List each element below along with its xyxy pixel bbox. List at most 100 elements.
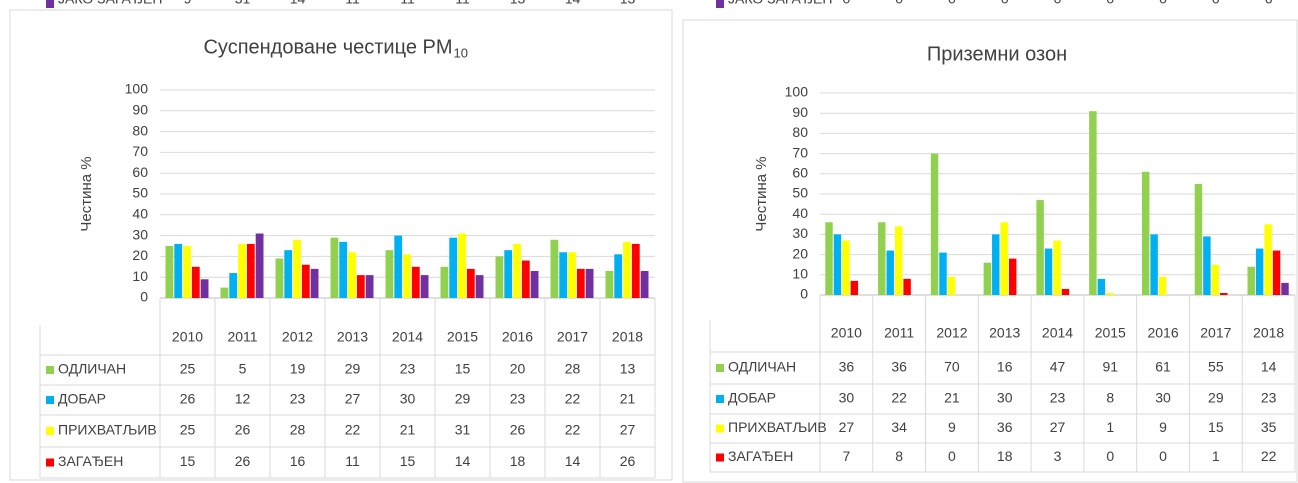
bar [550,239,559,298]
x-tick-label: 2015 [1095,325,1126,341]
bar [886,250,894,295]
y-tick-label: 50 [792,185,808,201]
bar [1061,288,1070,295]
table-value: 23 [510,391,526,407]
table-value: 91 [1102,359,1118,375]
table-value: 0 [948,0,956,7]
table-value: 22 [565,422,581,438]
bar [1036,200,1044,295]
bar [385,250,394,298]
chart-title-subscript: 10 [454,45,468,60]
bar [833,234,842,295]
legend-swatch [46,458,54,467]
bar [1089,111,1097,296]
y-tick-label: 80 [792,124,808,140]
table-value: 26 [180,391,196,407]
table-value: 1 [1106,419,1114,435]
bar [1097,278,1106,295]
legend-swatch [46,396,54,404]
table-value: 22 [565,391,581,407]
table-value: 28 [565,361,581,377]
table-value: 18 [510,453,526,469]
bar [200,279,209,298]
bar [310,268,319,298]
table-value: 15 [180,453,196,469]
legend-label: ОДЛИЧАН [728,359,796,375]
x-tick-label: 2012 [282,329,313,345]
table-value: 21 [620,391,636,407]
y-tick-label: 70 [792,144,808,160]
y-tick-label: 30 [132,226,148,242]
legend-swatch [716,395,724,403]
bar [939,252,947,295]
table-value: 9 [184,0,192,7]
x-tick-label: 2012 [936,325,967,341]
bar [440,266,449,298]
x-tick-label: 2016 [1147,325,1178,341]
table-value: 14 [455,453,471,469]
bar [640,270,649,298]
bar [1272,250,1281,295]
bar [365,275,374,298]
bar [1106,292,1114,295]
y-tick-label: 10 [132,268,148,284]
bar [495,256,504,298]
bar [576,268,585,298]
bar [585,268,594,298]
table-value: 23 [1261,390,1277,406]
x-tick-label: 2017 [1200,325,1231,341]
table-value: 8 [1106,390,1114,406]
bar [330,237,339,298]
table-value: 6 [1265,0,1273,7]
table-value: 14 [565,453,581,469]
y-tick-label: 50 [132,185,148,201]
table-value: 55 [1208,359,1224,375]
x-tick-label: 2016 [502,329,533,345]
table-value: 7 [842,448,850,464]
y-tick-label: 80 [132,122,148,138]
x-tick-label: 2011 [227,329,257,345]
y-tick-label: 0 [140,289,148,305]
y-tick-label: 70 [132,143,148,159]
legend-swatch [716,0,724,8]
bar [191,266,200,298]
bar [458,233,466,298]
table-value: 36 [891,359,907,375]
table-value: 0 [1054,0,1062,7]
y-tick-label: 90 [792,104,808,120]
legend-swatch [716,364,724,372]
table-value: 0 [1001,0,1009,7]
bar [348,252,356,298]
bar [1044,248,1053,295]
table-value: 26 [620,453,636,469]
legend-swatch [46,0,54,8]
table-value: 3 [1054,448,1062,464]
table-value: 23 [290,391,306,407]
bar [559,252,568,298]
bar [1203,236,1211,295]
bar [623,241,631,298]
bar [894,226,903,295]
bar [449,237,458,298]
table-value: 15 [1208,419,1224,435]
x-tick-label: 2014 [1042,325,1073,341]
table-value: 22 [891,390,907,406]
table-value: 16 [290,453,306,469]
table-value: 22 [1261,448,1277,464]
table-value: 0 [842,0,850,7]
legend-swatch [716,453,724,462]
table-value: 26 [235,422,251,438]
table-value: 0 [1159,448,1167,464]
bar [183,246,191,298]
bar [513,243,521,298]
table-value: 0 [948,448,956,464]
y-tick-label: 60 [792,165,808,181]
table-value: 22 [345,422,361,438]
x-tick-label: 2017 [557,329,588,345]
bar [238,243,246,298]
table-value: 15 [400,453,416,469]
legend-label: ЗАГАЂЕН [728,448,793,464]
table-value: 9 [948,419,956,435]
bar [1194,183,1203,295]
